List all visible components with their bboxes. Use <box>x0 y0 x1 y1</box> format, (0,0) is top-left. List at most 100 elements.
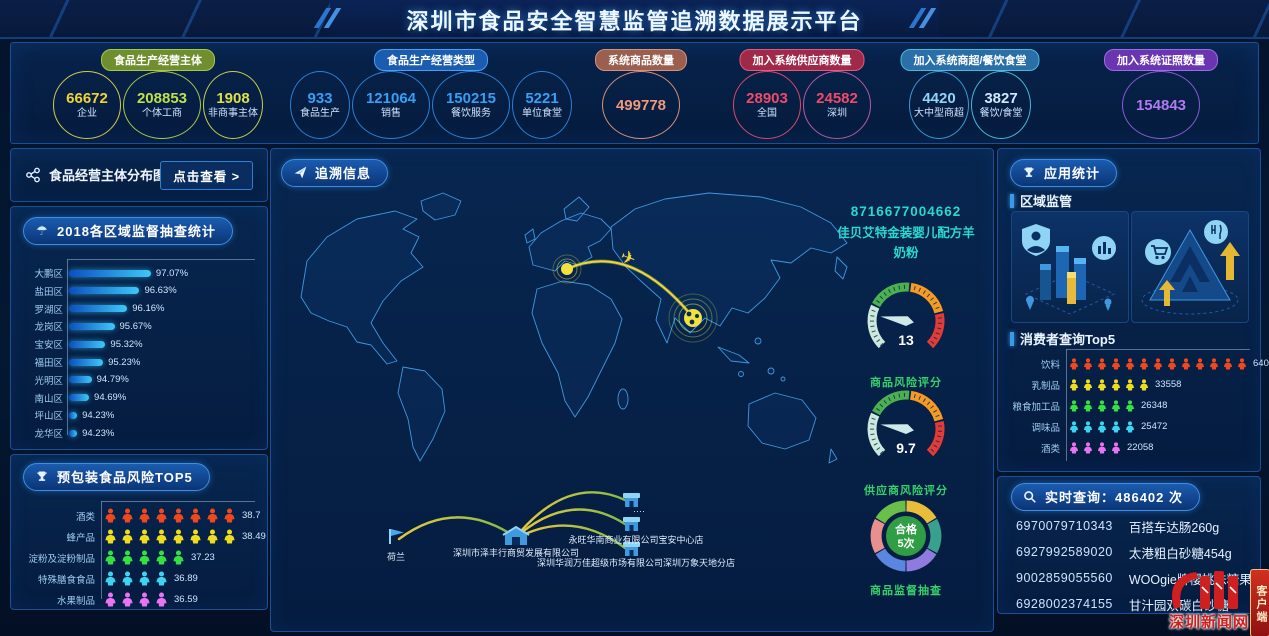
stat-label: 餐饮服务 <box>451 108 491 119</box>
pictograph-value: 36.59 <box>174 594 198 605</box>
person-icon <box>1083 420 1093 433</box>
product-barcode: 8716677004662 <box>850 204 962 219</box>
bar-value: 96.63% <box>144 285 177 297</box>
chart-y-axis <box>67 259 68 435</box>
view-distribution-button[interactable]: 点击查看 > <box>160 161 253 190</box>
stat-circles: 933 食品生产 121064 销售 150215 餐饮服务 5221 单位食堂 <box>289 71 573 139</box>
stat-group: 系统商品数量 499778 <box>581 43 701 143</box>
bar-value: 94.23% <box>82 427 115 439</box>
traced-product-info: 8716677004662 佳贝艾特金装婴儿配方羊 奶粉 <box>816 201 996 263</box>
person-icon <box>1069 441 1079 454</box>
distributor-warehouse-icon <box>502 525 530 545</box>
stat-value: 933 <box>307 90 333 107</box>
chart-y-axis <box>101 501 102 599</box>
person-icon <box>190 529 201 544</box>
person-icon <box>1111 420 1121 433</box>
pictograph-icons <box>103 550 186 565</box>
stat-value: 499778 <box>615 96 667 114</box>
pictograph-row: 调味品 25472 <box>1004 417 1256 436</box>
person-icon <box>1195 357 1205 370</box>
person-icon <box>105 571 116 586</box>
stat-value: 5221 <box>525 90 559 107</box>
bar <box>69 305 128 313</box>
person-icon <box>122 592 133 607</box>
person-icon <box>139 529 150 544</box>
pictograph-value: 64072 <box>1253 358 1269 369</box>
stat-label: 单位食堂 <box>522 108 562 119</box>
gauge-needle <box>880 316 914 326</box>
region-inspection-pill: ☂ 2018各区域监督抽查统计 <box>23 217 233 245</box>
magnifier-icon <box>1022 489 1038 505</box>
person-icon <box>122 508 133 523</box>
bar <box>69 358 104 366</box>
pictograph-row: 饮料 64072 <box>1004 354 1269 373</box>
destination-marker <box>668 293 718 343</box>
stat-value: 3827 <box>984 90 1018 107</box>
person-icon <box>105 529 116 544</box>
stat-circles: 154843 <box>1071 71 1251 139</box>
person-icon <box>156 508 167 523</box>
bar <box>69 411 78 419</box>
person-icon <box>207 508 218 523</box>
bar-category-label: 罗湖区 <box>34 304 63 316</box>
person-icon <box>139 592 150 607</box>
person-icon <box>1069 399 1079 412</box>
stat-badge: 食品生产经营主体 <box>101 49 215 71</box>
pictograph-value: 33558 <box>1155 379 1182 390</box>
stat-label: 企业 <box>77 108 97 119</box>
pictograph-row: 粮食加工品 26348 <box>1004 396 1256 415</box>
news-site-name: 深圳新闻网 <box>1168 614 1249 631</box>
prepackaged-risk-panel: 预包装食品风险TOP5 酒类 38.7 蜂产品 38.49 淀粉及淀粉制品 37.23 特殊… <box>10 454 268 610</box>
stat-circle: 1908 非商事主体 <box>203 71 263 139</box>
stat-value: 66672 <box>66 90 108 107</box>
bar-row: 罗湖区 96.16% <box>21 301 259 317</box>
bar <box>69 322 115 330</box>
product-risk-gauge-label: 商品风险评分 <box>870 377 942 389</box>
bar-row: 坪山区 94.23% <box>21 407 259 423</box>
person-icon <box>1097 420 1107 433</box>
stat-label: 餐饮/食堂 <box>979 108 1023 119</box>
flow-store-placeholder-label: ···· <box>633 506 645 516</box>
stat-circle: 208853 个体工商 <box>123 71 201 139</box>
pictograph-icons <box>103 508 237 523</box>
bar-value: 95.67% <box>119 320 152 332</box>
svg-text:9.7: 9.7 <box>896 440 916 456</box>
pictograph-category-label: 酒类 <box>75 511 95 523</box>
pictograph-row: 水果制品 36.59 <box>17 590 261 609</box>
person-icon <box>1097 378 1107 391</box>
stat-value: 121064 <box>365 90 417 107</box>
flow-store2-label: 深圳华润万佳超级市场有限公司深圳万象天地分店 <box>536 558 735 568</box>
bar-category-label: 宝安区 <box>34 340 63 352</box>
stat-label: 销售 <box>381 108 401 119</box>
pictograph-icons <box>103 592 169 607</box>
bar-value: 95.23% <box>108 356 141 368</box>
person-icon <box>190 508 201 523</box>
bar-value: 94.23% <box>82 409 115 421</box>
region-supervision-illustration-left <box>1011 211 1129 323</box>
stat-group: 加入系统证照数量 154843 <box>1071 43 1251 143</box>
bar-category-label: 福田区 <box>34 358 63 369</box>
pictograph-row: 酒类 22058 <box>1004 438 1256 457</box>
gauge-needle <box>880 424 914 434</box>
bar-row: 大鹏区 97.07% <box>21 265 259 281</box>
utensils-icon <box>1204 220 1228 244</box>
pyramid <box>1149 228 1231 301</box>
pictograph-value: 36.89 <box>174 573 198 584</box>
pictograph-value: 22058 <box>1127 442 1154 453</box>
bar-category-label: 盐田区 <box>34 286 63 298</box>
person-icon <box>156 529 167 544</box>
bar-value: 97.07% <box>155 267 189 279</box>
stat-label: 深圳 <box>827 108 847 119</box>
chart-top-axis <box>101 501 255 502</box>
pictograph-category-label: 酒类 <box>1040 443 1060 455</box>
person-icon <box>1097 399 1107 412</box>
prepackaged-risk-pill: 预包装食品风险TOP5 <box>23 463 210 491</box>
pictograph-category-label: 蜂产品 <box>66 532 95 544</box>
realtime-query-list: 6970079710343 百搭车达肠260g 6927992589020 太港粗白砂… <box>1012 513 1254 613</box>
pictograph-category-label: 粮食加工品 <box>1012 401 1060 413</box>
umbrella-icon: ☂ <box>36 222 48 238</box>
stat-circle: 499778 <box>602 71 680 139</box>
pictograph-row: 酒类 38.7 <box>17 506 261 525</box>
person-icon <box>1223 357 1233 370</box>
bar-row: 龙岗区 95.67% <box>21 318 259 334</box>
